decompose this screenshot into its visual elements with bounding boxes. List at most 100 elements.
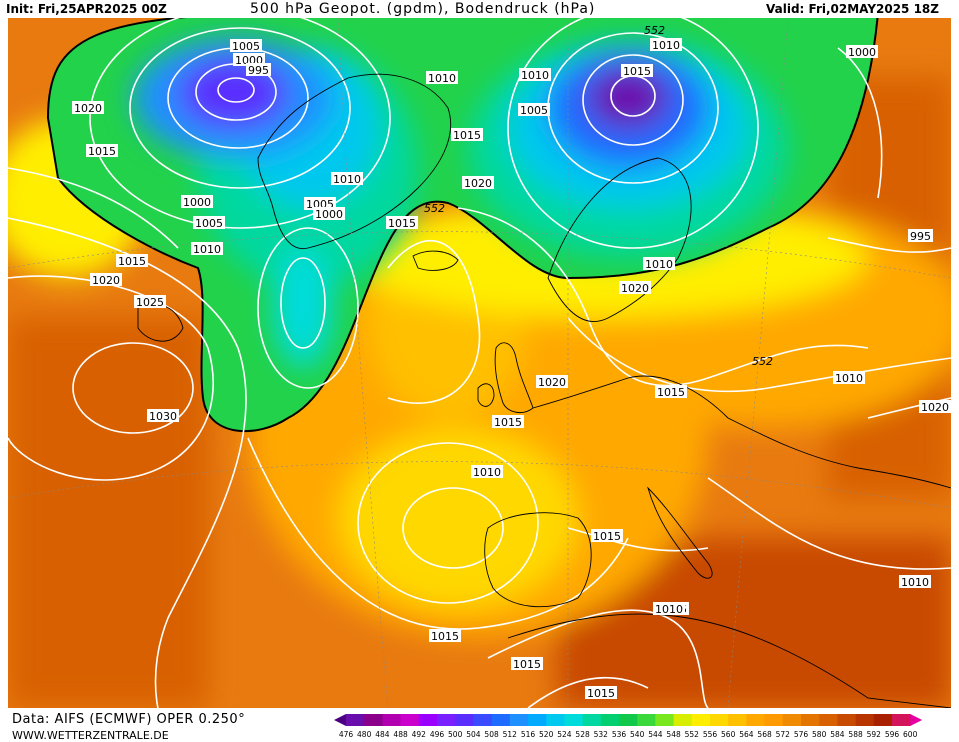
legend-tick-label: 500 [448, 730, 463, 739]
isobar-label: 1010 [899, 575, 931, 589]
graticule [8, 18, 951, 708]
isobar-label: 1010 [833, 371, 865, 385]
isobar-label: 1010 [519, 68, 551, 82]
isobar-label: 1030 [147, 409, 179, 423]
legend-swatch [418, 714, 438, 726]
legend-swatch [346, 714, 365, 726]
isobar-label-text: 552 [752, 355, 773, 368]
isobar-label-text: 1015 [453, 129, 481, 142]
legend-tick-label: 484 [375, 730, 390, 739]
legend-tick-label: 576 [794, 730, 809, 739]
coastlines [137, 73, 951, 708]
isobar-label-text: 1025 [136, 296, 164, 309]
isobar-label: 1020 [90, 273, 122, 287]
blue-low-west-inner [178, 58, 288, 128]
legend-tick-label: 504 [466, 730, 481, 739]
legend-swatch [528, 714, 547, 726]
legend-tick-label: 600 [903, 730, 918, 739]
legend-tick-label: 544 [648, 730, 663, 739]
isobar-label: 1015 [511, 657, 543, 671]
legend-tick-label: 556 [703, 730, 718, 739]
isobar-label-text: 1015 [513, 658, 541, 671]
isobar-label-text: 1005 [195, 217, 223, 230]
isobar-label-text: 1010 [645, 258, 673, 271]
legend-swatch [509, 714, 529, 726]
isobar-label: 1015 [451, 128, 483, 142]
isobar-low-west-5 [89, 18, 391, 229]
isobar-label-text: 1015 [88, 145, 116, 158]
legend-tick-label: 532 [594, 730, 609, 739]
legend-tick-label: 508 [484, 730, 499, 739]
isobar-label: 1015 [492, 415, 524, 429]
isobar-high-west [72, 342, 194, 434]
isobar-label-text: 1010 [835, 372, 863, 385]
legend-tick-label: 516 [521, 730, 536, 739]
isobar-label-text: 1020 [74, 102, 102, 115]
legend-swatch [855, 714, 875, 726]
legend-swatch [619, 714, 638, 726]
coast-iceland [412, 250, 459, 271]
isobar-label: 1020 [462, 176, 494, 190]
isobar-low-mid-2 [257, 227, 359, 389]
isobar-label: 1015 [386, 216, 418, 230]
isobar-label-text: 1010 [521, 69, 549, 82]
isobar-1015-med [567, 527, 709, 552]
isobar-label-text: 552 [644, 24, 665, 37]
meridian-3 [727, 18, 789, 708]
isobar-label: 995 [246, 63, 271, 77]
website: WWW.WETTERZENTRALE.DE [12, 729, 169, 742]
isobar-label: 1010 [426, 71, 458, 85]
isobar-label: 1010 [191, 242, 223, 256]
legend-tick-label: 580 [812, 730, 827, 739]
isobar-label-text: 1015 [623, 65, 651, 78]
legend-swatch [473, 714, 493, 726]
legend-swatch [546, 714, 565, 726]
isobar-low-west-1 [217, 77, 255, 103]
isobar-1020-north [457, 207, 869, 387]
coast-iberia [484, 512, 592, 608]
isobar-label: 1015 [621, 64, 653, 78]
legend-swatch [400, 714, 420, 726]
legend-tick-label: 596 [885, 730, 900, 739]
yellow-zone-iberia [338, 428, 578, 608]
isobar-label-text: 995 [910, 230, 931, 243]
legend-tick-label: 480 [357, 730, 372, 739]
color-legend: 476 480 484 488 492 496 500 504 508 512 516 520 524 5… [334, 714, 923, 739]
isobar-label-text: 1020 [621, 282, 649, 295]
isobar-1010-se [867, 397, 951, 419]
isobar-label-text: 1015 [431, 630, 459, 643]
legend-tick-label: 512 [503, 730, 518, 739]
isobar-label: 1010 [650, 38, 682, 52]
isobar-label: 1025 [134, 295, 166, 309]
isobar-low-east-2 [582, 54, 684, 146]
legend-swatch [582, 714, 602, 726]
coast-ireland [477, 383, 495, 407]
isobar-1010-east [827, 237, 951, 253]
isobar-label-text: 1020 [92, 274, 120, 287]
isobar-label: 1000 [846, 45, 878, 59]
legend-swatch [382, 714, 402, 726]
valid-time: Valid: Fri,02MAY2025 18Z [766, 2, 939, 16]
isobar-1015-west [8, 167, 179, 249]
coast-greenland [257, 73, 452, 250]
blue-low-east-inner [588, 68, 668, 128]
isobar-iberia-1 [402, 487, 504, 569]
legend-swatch [764, 714, 784, 726]
isobar-low-west-4 [129, 27, 351, 189]
coast-scandinavia [547, 157, 692, 322]
isobar-1010-africa [527, 676, 649, 708]
isobar-labels: 1005100099510201015100010051010101510201… [72, 24, 951, 700]
isobar-label-text: 1015 [118, 255, 146, 268]
isobar-low-east-4 [507, 18, 759, 249]
isobar-label: 1005 [193, 216, 225, 230]
isobar-label: 1015 [591, 529, 623, 543]
legend-swatch [819, 714, 838, 726]
isobar-label: 995 [908, 229, 933, 243]
isobar-label-text: 1015 [388, 217, 416, 230]
thickness-label: 552 [424, 202, 445, 215]
isobar-label: 1010 [643, 257, 675, 271]
thickness-label: 552 [644, 24, 665, 37]
legend-swatch [746, 714, 766, 726]
legend-swatch [837, 714, 857, 726]
legend-swatch [782, 714, 802, 726]
